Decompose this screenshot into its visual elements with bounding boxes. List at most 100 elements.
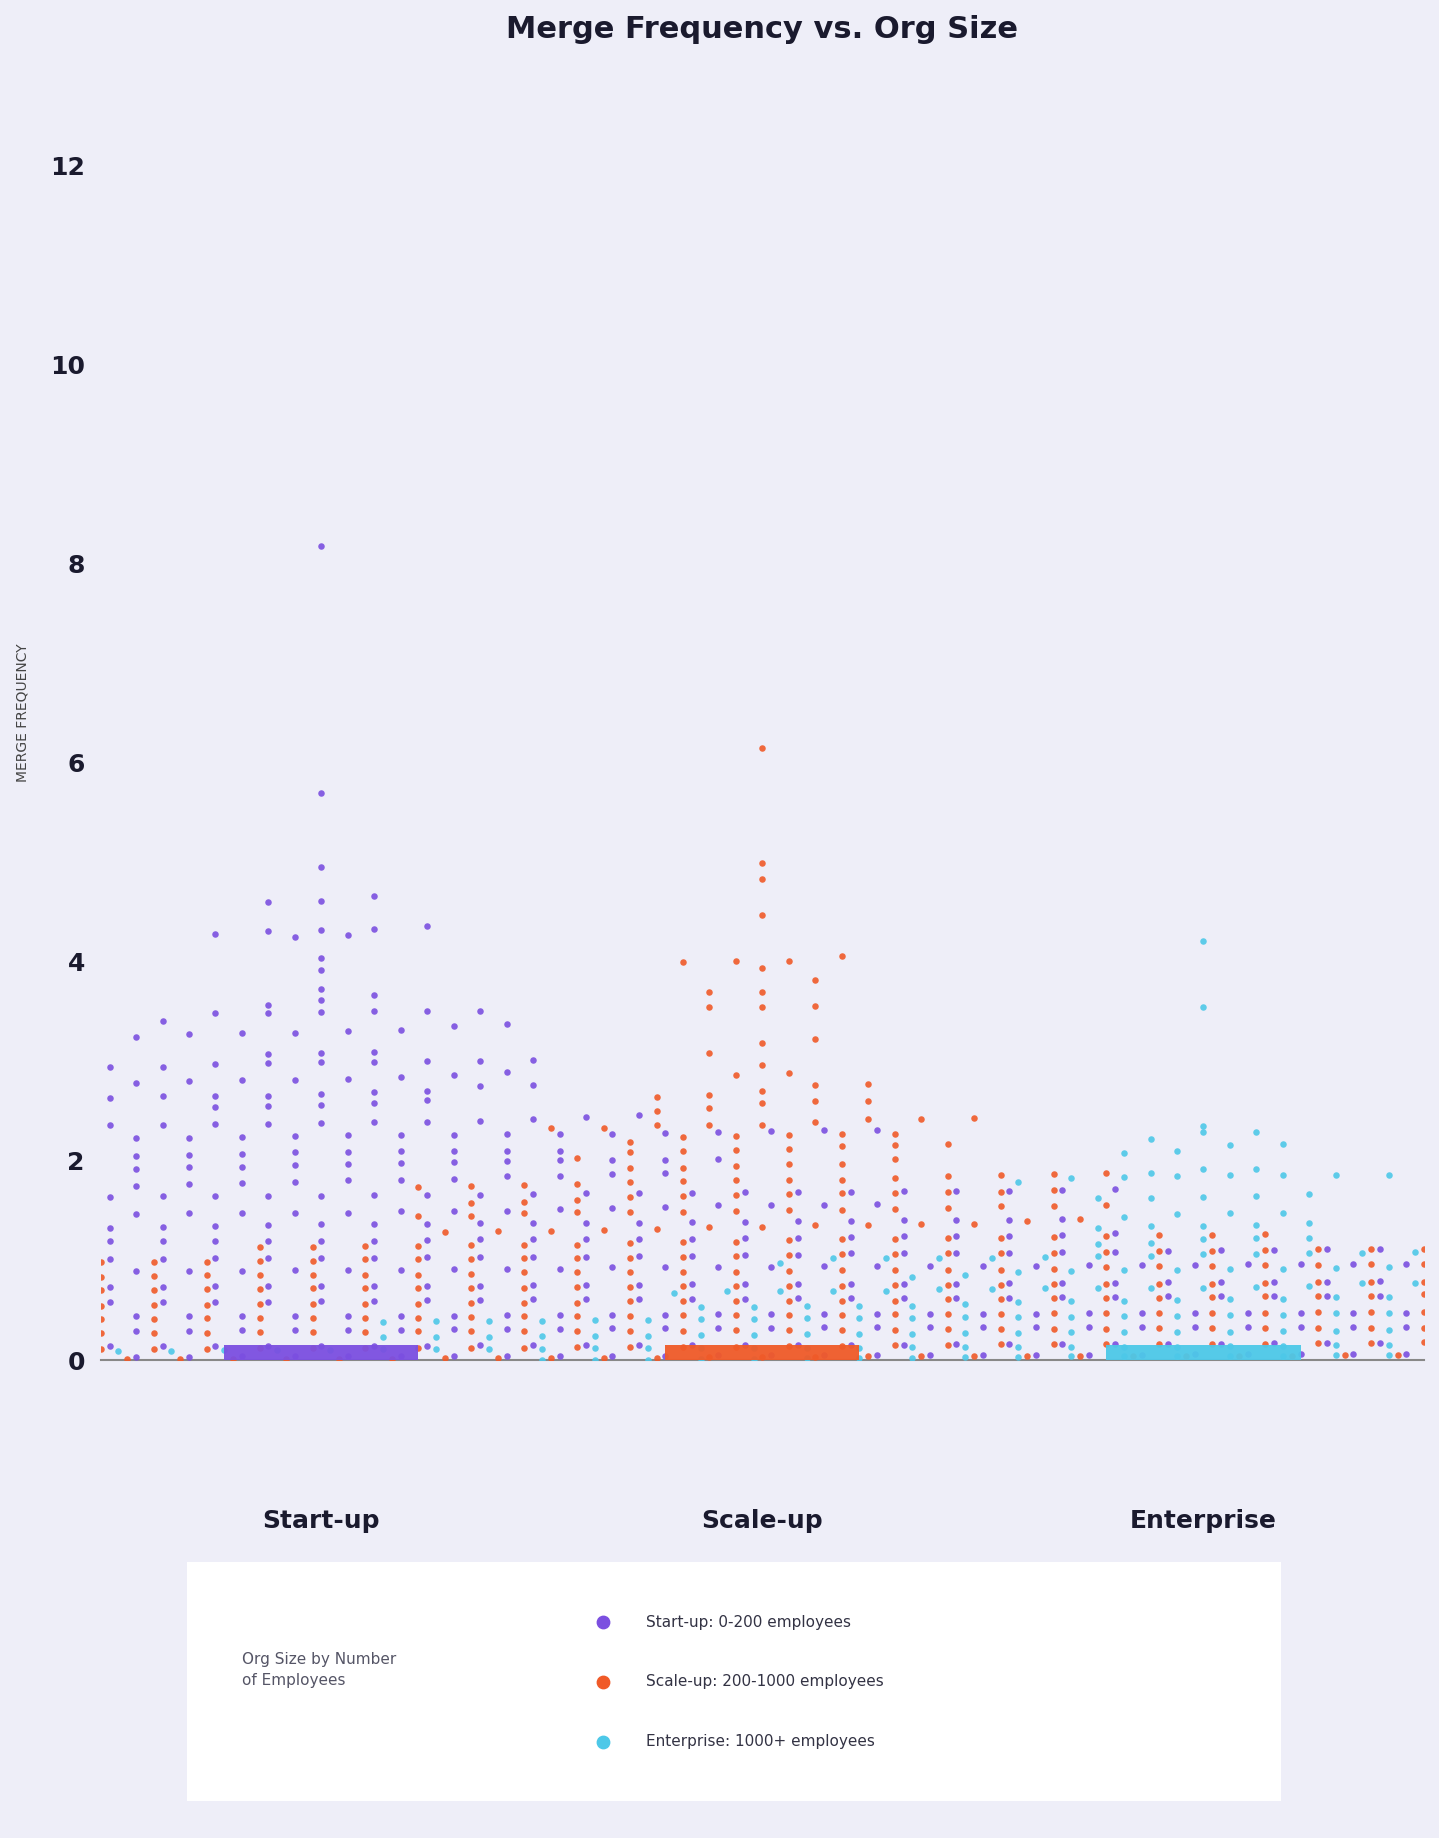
- Point: [786, 1283, 809, 1312]
- Point: [1245, 1222, 1268, 1252]
- Text: Enterprise: 1000+ employees: Enterprise: 1000+ employees: [646, 1733, 875, 1750]
- Point: [1042, 1299, 1065, 1329]
- Point: [804, 1342, 827, 1371]
- Point: [548, 1195, 571, 1224]
- Point: [602, 1160, 625, 1189]
- Point: [786, 1241, 809, 1270]
- Point: [512, 1316, 535, 1345]
- Text: Start-up: Start-up: [262, 1509, 380, 1533]
- Point: [1324, 1283, 1347, 1312]
- Point: [909, 1209, 932, 1239]
- Point: [839, 1176, 862, 1206]
- Point: [309, 1226, 332, 1255]
- Point: [98, 1213, 121, 1242]
- Point: [309, 1108, 332, 1138]
- Point: [945, 1283, 968, 1312]
- Text: Scale-up: 200-1000 employees: Scale-up: 200-1000 employees: [646, 1674, 884, 1689]
- Point: [407, 1288, 430, 1318]
- Point: [521, 1070, 544, 1099]
- Point: [548, 1119, 571, 1149]
- Point: [794, 1344, 817, 1373]
- Point: [751, 1342, 774, 1371]
- Point: [1130, 1312, 1153, 1342]
- Point: [354, 1244, 377, 1274]
- Point: [258, 888, 281, 917]
- Point: [486, 1344, 509, 1373]
- Point: [734, 1283, 757, 1312]
- Point: [1025, 1299, 1048, 1329]
- Point: [918, 1312, 941, 1342]
- Point: [363, 882, 386, 912]
- Point: [884, 1239, 907, 1268]
- Point: [698, 1110, 721, 1140]
- Point: [813, 1252, 836, 1281]
- Point: [1219, 1342, 1242, 1371]
- Point: [1377, 1331, 1400, 1360]
- Point: [19, 1125, 42, 1154]
- Point: [777, 1134, 800, 1163]
- Point: [619, 1167, 642, 1197]
- Point: [1219, 1255, 1242, 1285]
- Point: [997, 1283, 1020, 1312]
- Point: [1086, 1184, 1109, 1213]
- Point: [786, 1270, 809, 1299]
- Point: [309, 985, 332, 1015]
- Point: [389, 1255, 412, 1285]
- Point: [830, 1270, 853, 1299]
- Point: [707, 1340, 730, 1369]
- Point: [945, 1206, 968, 1235]
- Point: [1183, 1299, 1206, 1329]
- Point: [743, 1292, 766, 1322]
- Point: [258, 917, 281, 947]
- Point: [830, 1255, 853, 1285]
- Point: [266, 1334, 289, 1364]
- Point: [0, 1114, 16, 1143]
- Point: [196, 1303, 219, 1333]
- Point: [619, 1138, 642, 1167]
- Point: [937, 1270, 960, 1299]
- Point: [689, 1344, 712, 1373]
- Point: [1042, 1329, 1065, 1358]
- Point: [830, 1299, 853, 1329]
- Point: [460, 1316, 484, 1345]
- Point: [848, 1344, 871, 1373]
- Point: [1430, 1314, 1439, 1344]
- Point: [363, 913, 386, 943]
- Point: [918, 1340, 941, 1369]
- Point: [645, 1213, 668, 1242]
- Point: [363, 1272, 386, 1301]
- Point: [354, 1316, 377, 1345]
- Point: [1403, 1237, 1426, 1266]
- Point: [416, 1084, 439, 1114]
- Point: [354, 1231, 377, 1261]
- Point: [830, 1314, 853, 1344]
- Point: [1368, 1329, 1392, 1358]
- Point: [954, 1301, 977, 1331]
- Point: [442, 1011, 465, 1040]
- Point: [1112, 1318, 1135, 1347]
- Point: [566, 1316, 589, 1345]
- Point: [0, 1288, 16, 1318]
- Point: [309, 531, 332, 561]
- Point: [751, 1077, 774, 1106]
- Point: [196, 1318, 219, 1347]
- Point: [583, 1345, 606, 1375]
- Point: [813, 1299, 836, 1329]
- Point: [442, 1147, 465, 1176]
- Point: [1191, 1239, 1215, 1268]
- Point: [531, 1334, 554, 1364]
- Point: [681, 1224, 704, 1254]
- Point: [619, 1154, 642, 1184]
- Point: [743, 1320, 766, 1349]
- Point: [1104, 1283, 1127, 1312]
- Point: [830, 1287, 853, 1316]
- Point: [945, 1268, 968, 1298]
- Point: [460, 1171, 484, 1200]
- Point: [760, 1191, 783, 1220]
- Point: [884, 1195, 907, 1224]
- Point: [997, 1206, 1020, 1235]
- Point: [72, 1173, 95, 1202]
- Point: [213, 1336, 236, 1366]
- Point: [645, 1110, 668, 1140]
- Point: [1430, 1331, 1439, 1360]
